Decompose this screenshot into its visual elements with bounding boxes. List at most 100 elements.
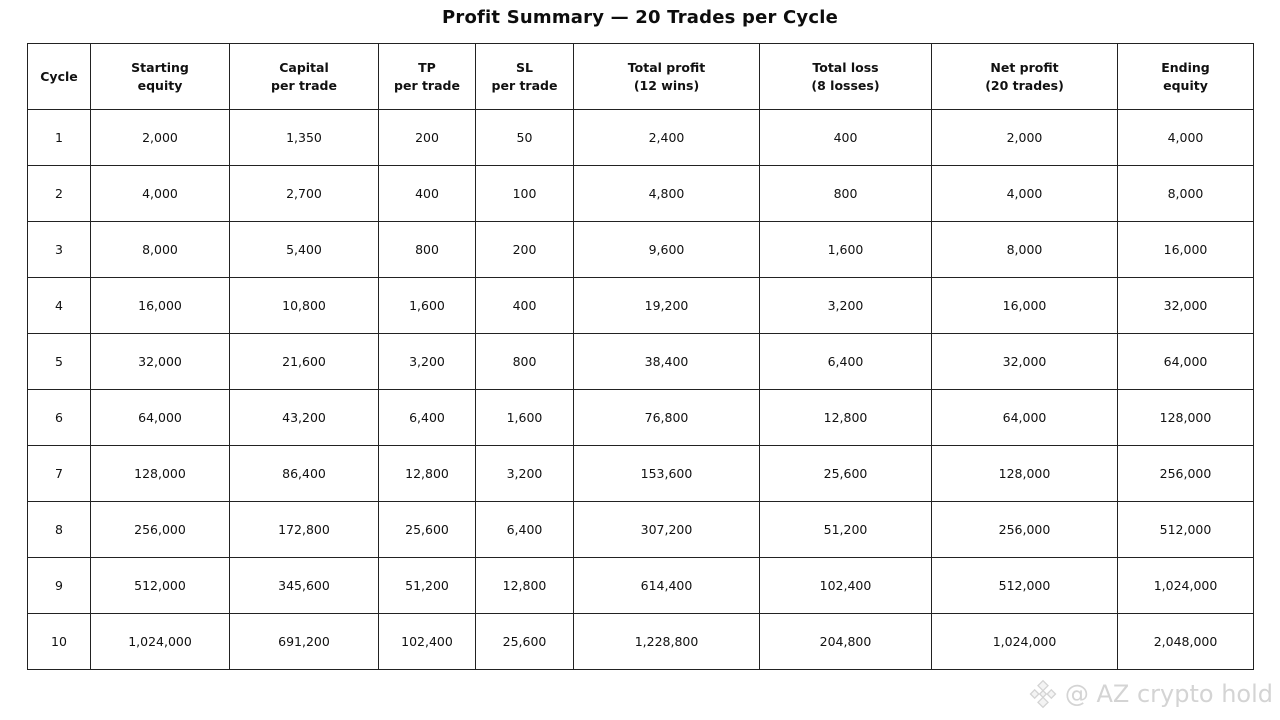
table-cell: 25,600 [475,613,574,670]
table-cell: 1,024,000 [1117,557,1254,614]
column-header-6: Total loss (8 losses) [759,43,932,110]
table-cell: 2,700 [229,165,379,222]
column-header-3: TP per trade [378,43,476,110]
table-cell: 128,000 [931,445,1118,502]
table-cell: 32,000 [931,333,1118,390]
table-cell: 200 [378,109,476,166]
table-cell: 51,200 [378,557,476,614]
table-cell: 6,400 [475,501,574,558]
profit-summary-table: Cycle Starting equity Capital per trade TP … [27,43,1254,670]
table-cell: 25,600 [759,445,932,502]
table-cell: 3,200 [759,277,932,334]
table-cell: 19,200 [573,277,760,334]
table-cell: 16,000 [90,277,230,334]
watermark-text: @ AZ crypto hold [1064,680,1273,708]
column-header-7: Net profit (20 trades) [931,43,1118,110]
table-cell: 12,800 [759,389,932,446]
table-cell: 25,600 [378,501,476,558]
table-cell: 400 [475,277,574,334]
table-cell: 800 [759,165,932,222]
table-cell: 51,200 [759,501,932,558]
table-cell: 8,000 [90,221,230,278]
table-cell: 8 [27,501,91,558]
table-cell: 16,000 [931,277,1118,334]
table-cell: 200 [475,221,574,278]
table-cell: 4,000 [90,165,230,222]
table-cell: 1,600 [378,277,476,334]
table-cell: 6,400 [759,333,932,390]
table-cell: 400 [378,165,476,222]
table-cell: 2,000 [90,109,230,166]
table-cell: 10,800 [229,277,379,334]
table-cell: 32,000 [90,333,230,390]
table-cell: 5,400 [229,221,379,278]
table-row: 7 128,000 86,400 12,800 3,200 153,600 25,600 12… [27,445,1254,502]
table-cell: 4 [27,277,91,334]
table-cell: 64,000 [931,389,1118,446]
table-cell: 345,600 [229,557,379,614]
table-cell: 2 [27,165,91,222]
table-cell: 1,600 [759,221,932,278]
table-cell: 4,800 [573,165,760,222]
table-cell: 1 [27,109,91,166]
watermark: @ AZ crypto hold [1028,679,1273,709]
table-cell: 32,000 [1117,277,1254,334]
table-cell: 21,600 [229,333,379,390]
table-cell: 2,048,000 [1117,613,1254,670]
table-cell: 256,000 [1117,445,1254,502]
table-cell: 100 [475,165,574,222]
table-cell: 86,400 [229,445,379,502]
table-cell: 800 [378,221,476,278]
table-cell: 43,200 [229,389,379,446]
table-cell: 64,000 [1117,333,1254,390]
table-cell: 50 [475,109,574,166]
table-cell: 64,000 [90,389,230,446]
table-cell: 128,000 [1117,389,1254,446]
table-cell: 9 [27,557,91,614]
table-cell: 38,400 [573,333,760,390]
table-row: 8 256,000 172,800 25,600 6,400 307,200 51,200 2… [27,501,1254,558]
table-cell: 512,000 [931,557,1118,614]
table-cell: 8,000 [1117,165,1254,222]
table-cell: 16,000 [1117,221,1254,278]
table-cell: 512,000 [90,557,230,614]
table-cell: 204,800 [759,613,932,670]
table-row: 3 8,000 5,400 800 200 9,600 1,600 8,000 16,000 [27,221,1254,278]
table-cell: 800 [475,333,574,390]
table-cell: 4,000 [931,165,1118,222]
table-cell: 1,228,800 [573,613,760,670]
table-cell: 2,400 [573,109,760,166]
table-cell: 1,350 [229,109,379,166]
binance-diamond-icon [1028,679,1058,709]
table-cell: 6,400 [378,389,476,446]
table-cell: 128,000 [90,445,230,502]
table-cell: 12,800 [378,445,476,502]
table-cell: 102,400 [378,613,476,670]
page-title: Profit Summary — 20 Trades per Cycle [441,7,839,28]
table-cell: 691,200 [229,613,379,670]
column-header-4: SL per trade [475,43,574,110]
table-row: 5 32,000 21,600 3,200 800 38,400 6,400 32,000 64… [27,333,1254,390]
table-cell: 8,000 [931,221,1118,278]
table-cell: 1,024,000 [90,613,230,670]
table-cell: 3,200 [378,333,476,390]
column-header-0: Cycle [27,43,91,110]
table-cell: 76,800 [573,389,760,446]
table-cell: 256,000 [931,501,1118,558]
table-cell: 1,600 [475,389,574,446]
table-cell: 614,400 [573,557,760,614]
table-body: 1 2,000 1,350 200 50 2,400 400 2,000 4,000 2 4,000… [27,109,1254,670]
table-row: 10 1,024,000 691,200 102,400 25,600 1,228,800… [27,613,1254,670]
table-cell: 12,800 [475,557,574,614]
table-header: Cycle Starting equity Capital per trade TP … [27,43,1254,110]
table-row: 4 16,000 10,800 1,600 400 19,200 3,200 16,000 32… [27,277,1254,334]
table-cell: 3,200 [475,445,574,502]
table-row: 2 4,000 2,700 400 100 4,800 800 4,000 8,000 [27,165,1254,222]
table-cell: 10 [27,613,91,670]
table-cell: 7 [27,445,91,502]
column-header-8: Ending equity [1117,43,1254,110]
table-header-row: Cycle Starting equity Capital per trade TP … [27,43,1254,110]
table-cell: 1,024,000 [931,613,1118,670]
table-cell: 400 [759,109,932,166]
